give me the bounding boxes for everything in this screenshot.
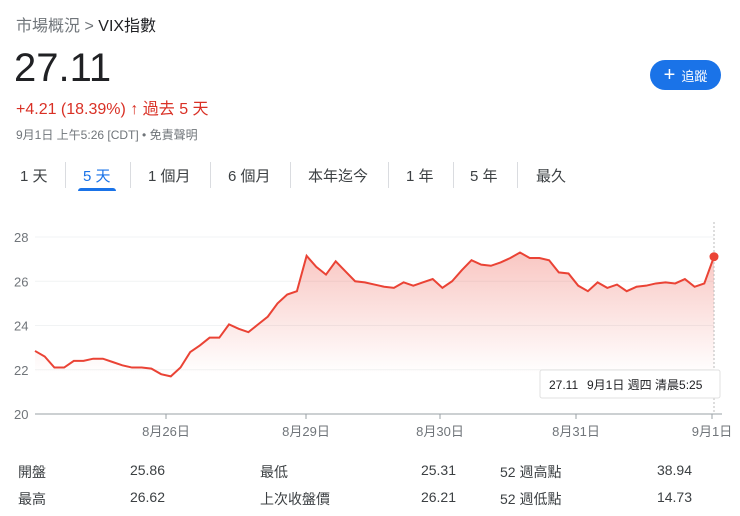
tab-divider [388, 162, 389, 188]
stat-value: 14.73 [656, 489, 692, 505]
x-tick-label: 9月1日 [692, 424, 732, 439]
tab-divider [453, 162, 454, 188]
tab-6[interactable]: 5 年 [470, 168, 498, 185]
tooltip-value: 27.11 [549, 378, 578, 392]
breadcrumb: 市場概況 > VIX指數 [16, 12, 156, 36]
tab-divider [65, 162, 66, 188]
tab-divider [517, 162, 518, 188]
plus-icon: + [663, 64, 676, 86]
tab-4[interactable]: 本年迄今 [308, 168, 369, 185]
tab-7[interactable]: 最久 [536, 168, 567, 185]
breadcrumb-separator: > [84, 18, 94, 35]
x-tick-label: 8月31日 [552, 424, 600, 439]
follow-label: 追蹤 [681, 68, 708, 84]
stat-label: 上次收盤價 [260, 491, 330, 507]
stat-label: 開盤 [18, 464, 46, 480]
active-tab-indicator [78, 188, 116, 191]
tab-3[interactable]: 6 個月 [228, 168, 271, 185]
stat-value: 25.86 [129, 462, 165, 478]
y-tick-label: 24 [14, 319, 28, 334]
x-tick-label: 8月30日 [416, 424, 464, 439]
tab-2[interactable]: 1 個月 [148, 168, 191, 185]
stat-label: 52 週高點 [500, 464, 562, 480]
y-tick-label: 22 [14, 363, 28, 378]
y-tick-label: 28 [14, 230, 28, 245]
change-value: +4.21 (18.39%) [16, 101, 126, 118]
tooltip-date: 9月1日 週四 清晨5:25 [587, 378, 703, 392]
current-price: 27.11 [14, 46, 112, 90]
last-point-marker [709, 252, 719, 262]
tab-5[interactable]: 1 年 [406, 168, 434, 185]
stat-label: 最高 [18, 491, 46, 507]
tab-divider [290, 162, 291, 188]
timestamp: 9月1日 上午5:26 [CDT] [16, 128, 139, 142]
stat-value: 25.31 [420, 462, 456, 478]
breadcrumb-parent-link[interactable]: 市場概況 [16, 18, 81, 35]
stat-label: 最低 [260, 464, 288, 480]
stat-value: 26.62 [129, 489, 165, 505]
tab-1[interactable]: 5 天 [83, 168, 111, 185]
disclaimer-link[interactable]: • 免責聲明 [142, 128, 198, 142]
x-tick-label: 8月26日 [142, 424, 190, 439]
breadcrumb-current: VIX指數 [98, 18, 157, 35]
arrow-up-icon: ↑ [130, 101, 139, 118]
stat-value: 38.94 [656, 462, 692, 478]
stat-label: 52 週低點 [500, 491, 562, 507]
stat-value: 26.21 [420, 489, 456, 505]
tooltip-box [539, 369, 721, 399]
tab-0[interactable]: 1 天 [20, 168, 48, 185]
tab-divider [130, 162, 131, 188]
price-chart[interactable]: 28 26 24 22 20 8月26日 8月29日 8月30日 8月31日 9月1日 27.11 9… [0, 220, 740, 445]
price-line [34, 251, 715, 378]
y-tick-label: 26 [14, 274, 28, 289]
price-change: +4.21 (18.39%) ↑ 過去 5 天 [16, 95, 209, 119]
follow-button[interactable]: + 追蹤 [650, 60, 721, 90]
change-period: 過去 5 天 [142, 101, 209, 118]
quote-meta: 9月1日 上午5:26 [CDT] • 免責聲明 [16, 126, 198, 143]
x-tick-label: 8月29日 [282, 424, 330, 439]
tab-divider [210, 162, 211, 188]
y-tick-label: 20 [14, 407, 28, 422]
